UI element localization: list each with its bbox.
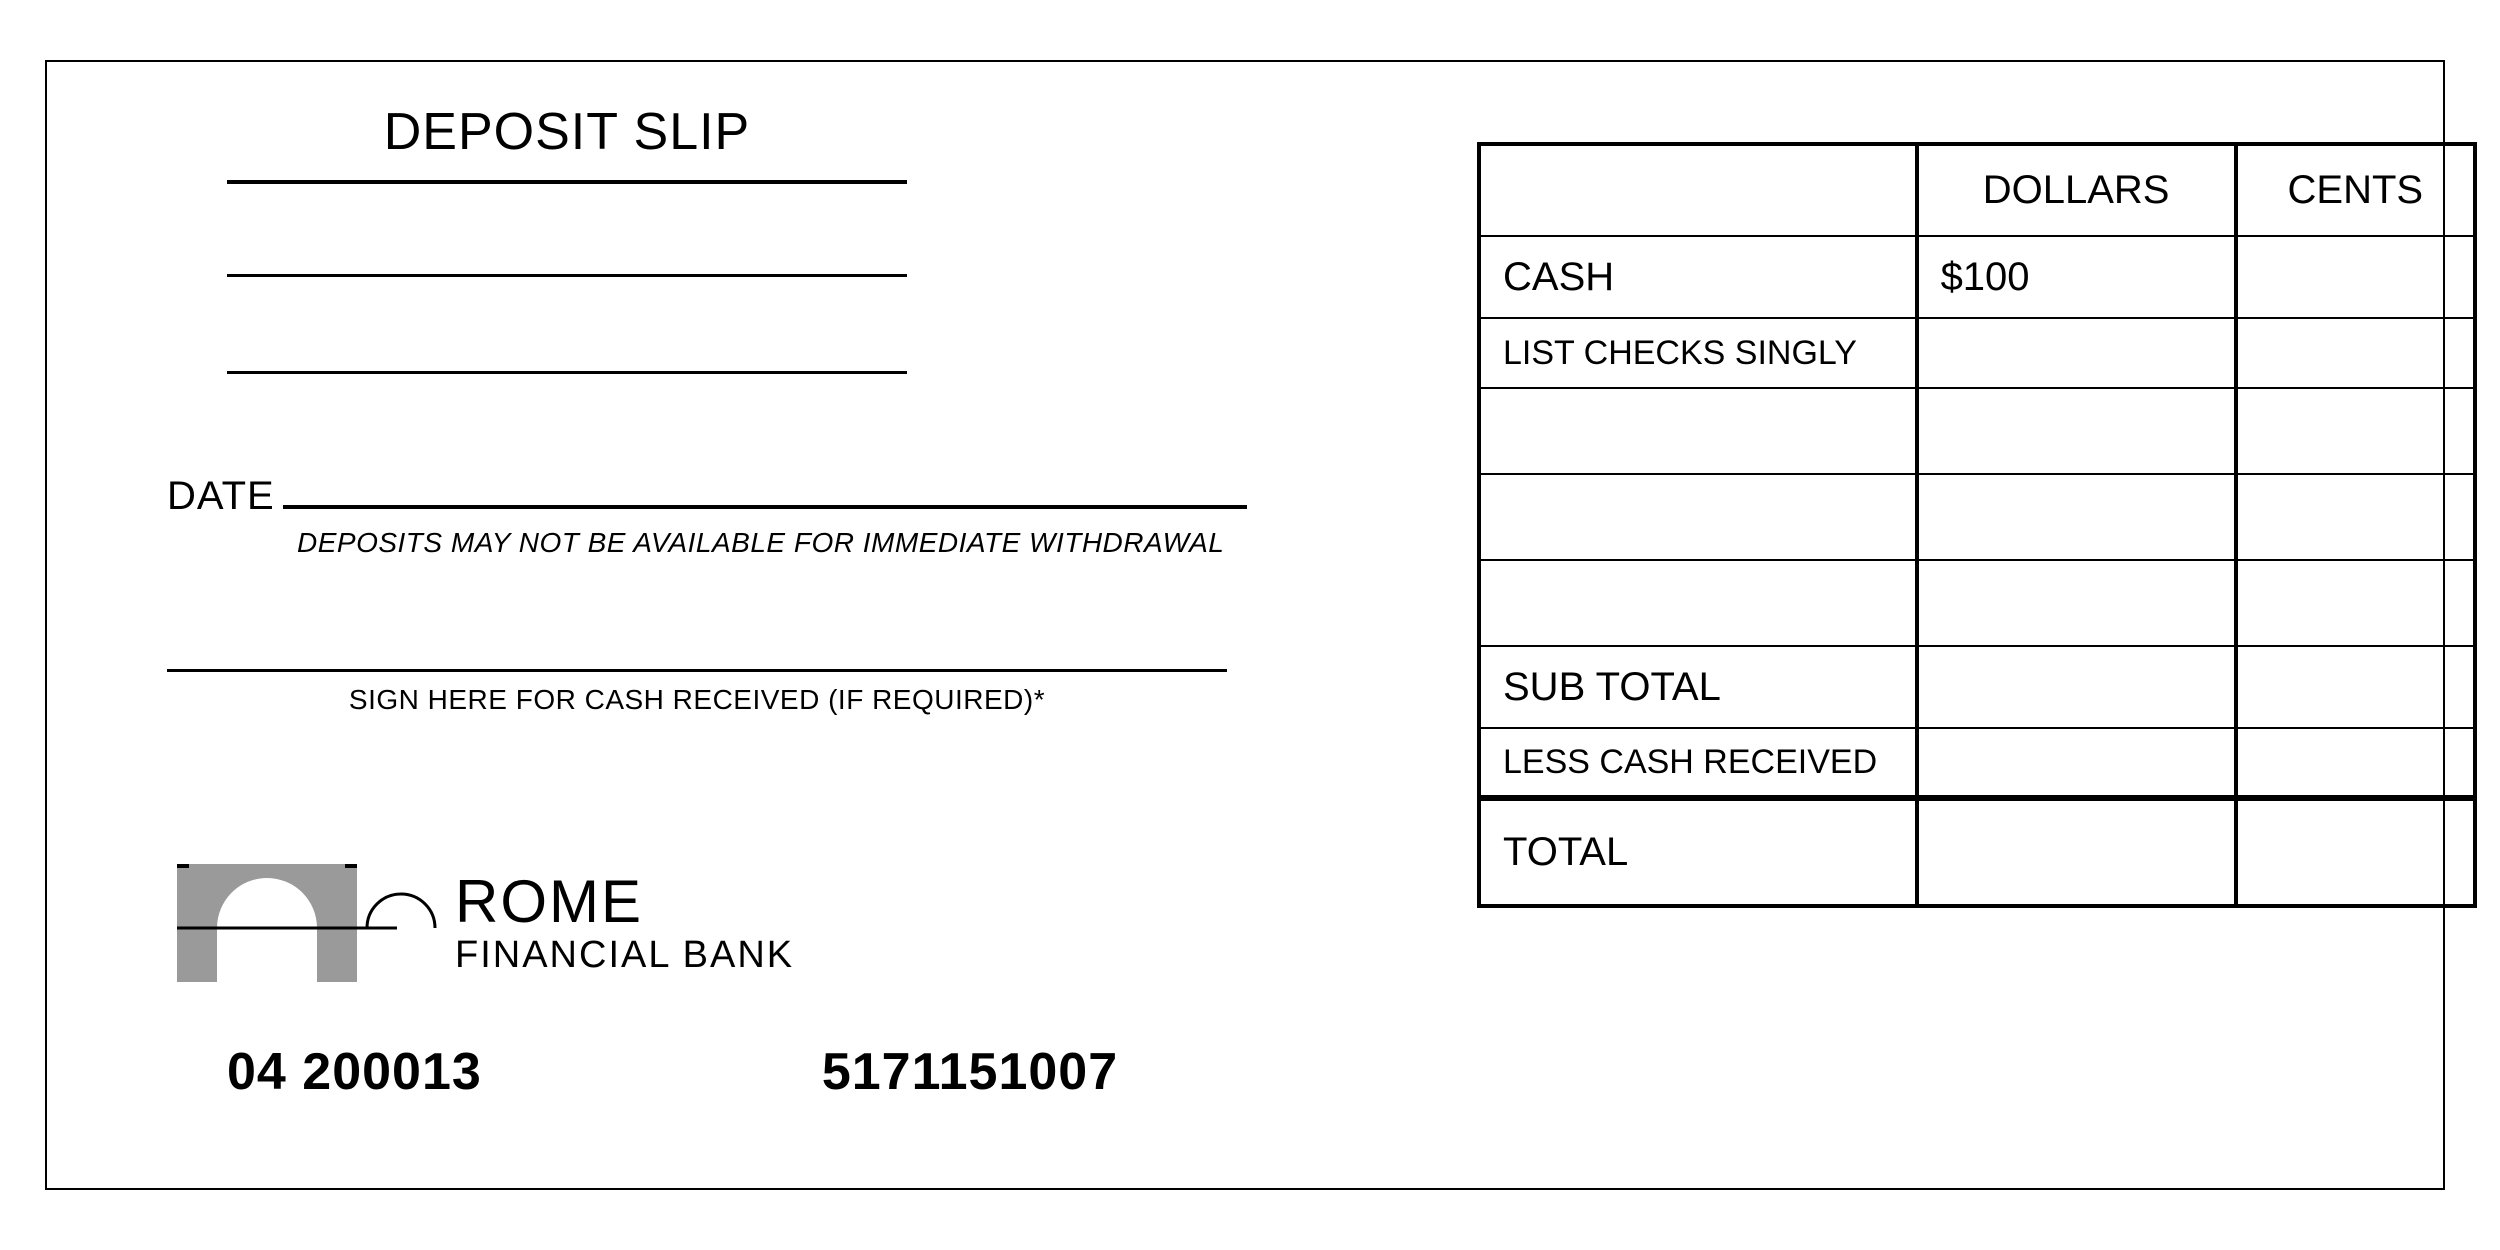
- row-cash: CASH $100: [1479, 236, 2475, 318]
- bank-logo-icon: [167, 852, 447, 992]
- row-check-2: [1479, 474, 2475, 560]
- cell-label: [1479, 388, 1917, 474]
- micr-numbers: 04 200013 5171151007: [227, 1042, 1247, 1102]
- date-row: DATE: [167, 474, 1247, 519]
- row-less-cash: LESS CASH RECEIVED: [1479, 728, 2475, 798]
- header-blank: [1479, 144, 1917, 236]
- cell-dollars: [1917, 798, 2236, 906]
- cell-cents: [2236, 728, 2475, 798]
- slip-title: DEPOSIT SLIP: [227, 102, 907, 162]
- amounts-table-wrap: DOLLARS CENTS CASH $100 LIST CHECKS SING…: [1477, 142, 2477, 908]
- payee-line-2: [227, 274, 907, 277]
- row-total: TOTAL: [1479, 798, 2475, 906]
- cell-cents: [2236, 388, 2475, 474]
- date-label: DATE: [167, 474, 275, 519]
- header-dollars: DOLLARS: [1917, 144, 2236, 236]
- deposit-slip: DEPOSIT SLIP DATE DEPOSITS MAY NOT BE AV…: [45, 60, 2445, 1190]
- cell-label: LESS CASH RECEIVED: [1479, 728, 1917, 798]
- cell-dollars: $100: [1917, 236, 2236, 318]
- cell-dollars: [1917, 388, 2236, 474]
- cell-cents: [2236, 646, 2475, 728]
- routing-number: 04 200013: [227, 1042, 482, 1102]
- bank-subtitle: FINANCIAL BANK: [455, 934, 794, 977]
- left-panel: DEPOSIT SLIP DATE DEPOSITS MAY NOT BE AV…: [167, 102, 1247, 716]
- date-line: [283, 505, 1247, 509]
- header-cents: CENTS: [2236, 144, 2475, 236]
- cell-dollars: [1917, 318, 2236, 388]
- cell-label: [1479, 560, 1917, 646]
- row-list-checks: LIST CHECKS SINGLY: [1479, 318, 2475, 388]
- deposit-availability-notice: DEPOSITS MAY NOT BE AVAILABLE FOR IMMEDI…: [297, 527, 1247, 559]
- payee-line-1: [227, 180, 907, 184]
- bank-logo-block: ROME FINANCIAL BANK: [167, 852, 794, 992]
- cell-label: SUB TOTAL: [1479, 646, 1917, 728]
- bank-name: ROME: [455, 867, 794, 936]
- cell-label: TOTAL: [1479, 798, 1917, 906]
- cell-dollars: [1917, 560, 2236, 646]
- table-header-row: DOLLARS CENTS: [1479, 144, 2475, 236]
- row-check-1: [1479, 388, 2475, 474]
- row-check-3: [1479, 560, 2475, 646]
- signature-instruction: SIGN HERE FOR CASH RECEIVED (IF REQUIRED…: [167, 684, 1227, 716]
- payee-line-3: [227, 371, 907, 374]
- cell-label: LIST CHECKS SINGLY: [1479, 318, 1917, 388]
- cell-cents: [2236, 474, 2475, 560]
- cell-dollars: [1917, 646, 2236, 728]
- cell-dollars: [1917, 728, 2236, 798]
- bank-name-group: ROME FINANCIAL BANK: [455, 867, 794, 977]
- row-subtotal: SUB TOTAL: [1479, 646, 2475, 728]
- cell-cents: [2236, 560, 2475, 646]
- cell-label: [1479, 474, 1917, 560]
- signature-line: [167, 669, 1227, 672]
- cell-label: CASH: [1479, 236, 1917, 318]
- amounts-table: DOLLARS CENTS CASH $100 LIST CHECKS SING…: [1477, 142, 2477, 908]
- cell-cents: [2236, 318, 2475, 388]
- cell-dollars: [1917, 474, 2236, 560]
- account-number: 5171151007: [822, 1042, 1118, 1102]
- cell-cents: [2236, 798, 2475, 906]
- cell-cents: [2236, 236, 2475, 318]
